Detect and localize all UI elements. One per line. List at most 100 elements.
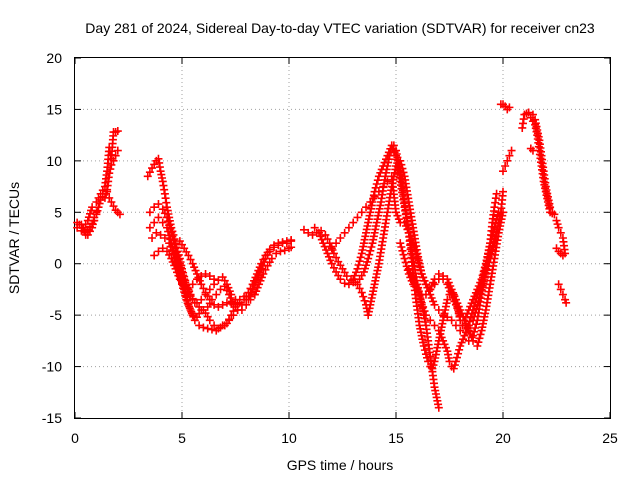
data-point bbox=[466, 313, 475, 322]
data-point bbox=[456, 342, 465, 350]
data-point bbox=[371, 183, 380, 192]
data-point bbox=[451, 321, 460, 330]
data-point bbox=[357, 288, 366, 297]
data-point bbox=[396, 239, 405, 248]
data-point bbox=[366, 198, 375, 206]
data-point bbox=[332, 253, 341, 262]
data-point bbox=[231, 298, 240, 307]
data-point bbox=[199, 323, 208, 332]
series-arc-p bbox=[522, 109, 557, 218]
data-point bbox=[353, 264, 362, 273]
data-point bbox=[109, 202, 118, 211]
data-point bbox=[354, 261, 363, 269]
data-point bbox=[357, 208, 366, 217]
data-point bbox=[394, 215, 403, 224]
data-point bbox=[170, 253, 179, 262]
data-point bbox=[73, 218, 82, 227]
data-point bbox=[443, 313, 452, 322]
data-point bbox=[393, 211, 402, 220]
data-point bbox=[445, 357, 454, 366]
data-point bbox=[210, 300, 219, 309]
data-point bbox=[344, 280, 353, 289]
data-point bbox=[107, 198, 116, 206]
x-tick-labels: 0 5 10 15 20 25 bbox=[71, 430, 618, 446]
data-point bbox=[227, 290, 236, 299]
data-point bbox=[321, 230, 330, 239]
data-point bbox=[452, 353, 461, 362]
data-point bbox=[503, 156, 512, 165]
data-point bbox=[327, 244, 336, 253]
data-point bbox=[205, 285, 214, 294]
data-point bbox=[487, 245, 496, 254]
plot-frame bbox=[74, 57, 611, 419]
data-point bbox=[210, 275, 219, 284]
data-point bbox=[156, 230, 165, 239]
data-point bbox=[160, 209, 169, 218]
data-point bbox=[419, 273, 428, 282]
data-point bbox=[419, 342, 428, 350]
grid-lines bbox=[75, 58, 610, 418]
data-point bbox=[250, 290, 259, 299]
data-point bbox=[344, 223, 353, 232]
data-point bbox=[415, 292, 424, 301]
data-point bbox=[360, 264, 369, 273]
chart-title: Day 281 of 2024, Sidereal Day-to-day VTE… bbox=[85, 20, 595, 36]
data-point bbox=[233, 306, 242, 314]
data-point bbox=[392, 208, 400, 217]
series-arc-early-3 bbox=[103, 187, 124, 219]
data-point bbox=[205, 272, 214, 281]
data-point bbox=[399, 168, 408, 177]
data-point bbox=[225, 316, 234, 325]
data-point bbox=[561, 295, 570, 304]
data-point bbox=[287, 237, 296, 246]
data-point bbox=[456, 311, 465, 320]
data-point bbox=[491, 219, 500, 228]
data-point bbox=[272, 249, 281, 258]
data-point bbox=[507, 146, 516, 155]
data-point bbox=[287, 243, 296, 252]
data-point bbox=[397, 160, 406, 169]
data-point bbox=[190, 263, 199, 272]
data-point bbox=[439, 311, 448, 320]
data-point bbox=[383, 177, 392, 186]
data-point bbox=[336, 234, 345, 242]
data-point bbox=[430, 321, 439, 330]
data-point bbox=[413, 254, 422, 263]
data-point bbox=[105, 193, 114, 202]
data-point bbox=[265, 247, 274, 256]
data-point bbox=[490, 234, 499, 242]
data-point bbox=[499, 208, 507, 217]
data-point bbox=[304, 228, 313, 237]
data-point bbox=[501, 162, 510, 170]
data-point bbox=[158, 244, 167, 253]
data-point bbox=[397, 243, 406, 251]
data-point bbox=[113, 127, 122, 136]
data-point bbox=[90, 213, 99, 222]
data-point bbox=[558, 251, 567, 260]
series-arc-f bbox=[175, 237, 240, 311]
data-point bbox=[342, 272, 351, 281]
data-point bbox=[410, 243, 419, 251]
data-point bbox=[359, 292, 368, 301]
data-point bbox=[150, 218, 159, 227]
data-point bbox=[246, 292, 255, 301]
data-point bbox=[214, 302, 223, 311]
series-arc-early-2 bbox=[75, 127, 122, 232]
data-point bbox=[267, 254, 276, 263]
data-point bbox=[464, 321, 473, 330]
data-point bbox=[184, 251, 193, 260]
y-tick-label: 0 bbox=[54, 256, 62, 272]
data-point bbox=[471, 298, 480, 307]
data-point bbox=[150, 203, 159, 212]
series-arc-early-4 bbox=[73, 208, 101, 239]
series-arc-h bbox=[310, 141, 443, 412]
data-point bbox=[421, 290, 430, 299]
data-point bbox=[282, 239, 291, 248]
data-point bbox=[499, 167, 507, 176]
data-point bbox=[556, 228, 565, 237]
data-point bbox=[160, 234, 169, 242]
data-point bbox=[373, 176, 382, 185]
data-point bbox=[416, 295, 425, 304]
data-point bbox=[392, 162, 400, 170]
